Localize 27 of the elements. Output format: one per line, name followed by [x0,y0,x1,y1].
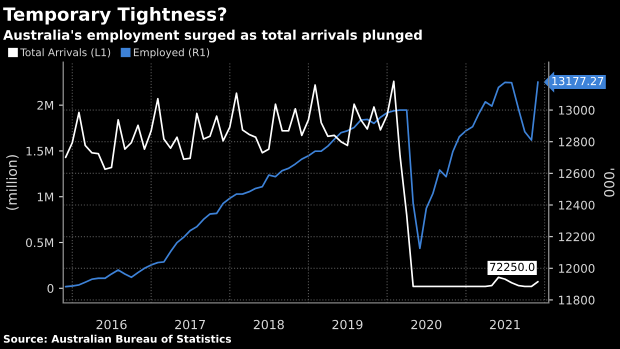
y2-tick-label: 13000 [559,106,594,115]
data-label: 72250.0 [490,262,534,272]
legend-label: Employed (R1) [134,48,210,58]
x-tick-label: 2017 [175,320,205,330]
legend-label: Total Arrivals (L1) [20,48,110,58]
y2-tick-label: 12800 [559,137,594,146]
y-tick-label: 0 [47,284,54,293]
chart-subtitle: Australia's employment surged as total arrivals plunged [3,30,422,43]
y2-axis-title: '000 [604,168,614,197]
x-tick-label: 2016 [96,320,127,330]
y-tick-label: 0.5M [26,238,54,248]
y-tick-label: 1.5M [26,146,54,156]
y-tick-label: 1M [38,192,54,202]
y-tick-label: 2M [37,100,54,110]
y2-tick-label: 12600 [559,169,594,178]
y2-tick-label: 11800 [559,296,594,305]
chart-title: Temporary Tightness? [3,6,226,25]
x-tick-label: 2019 [332,320,362,330]
y2-tick-label: 12000 [559,264,594,273]
y2-tick-label: 12400 [559,200,594,210]
source-note: Source: Australian Bureau of Statistics [4,334,232,343]
y2-tick-label: 12200 [559,232,594,242]
x-tick-label: 2021 [490,320,520,330]
y-axis-title: (million) [6,155,19,210]
data-label: 13177.27 [552,76,604,86]
x-tick-label: 2018 [254,320,284,330]
x-tick-label: 2020 [411,320,442,330]
